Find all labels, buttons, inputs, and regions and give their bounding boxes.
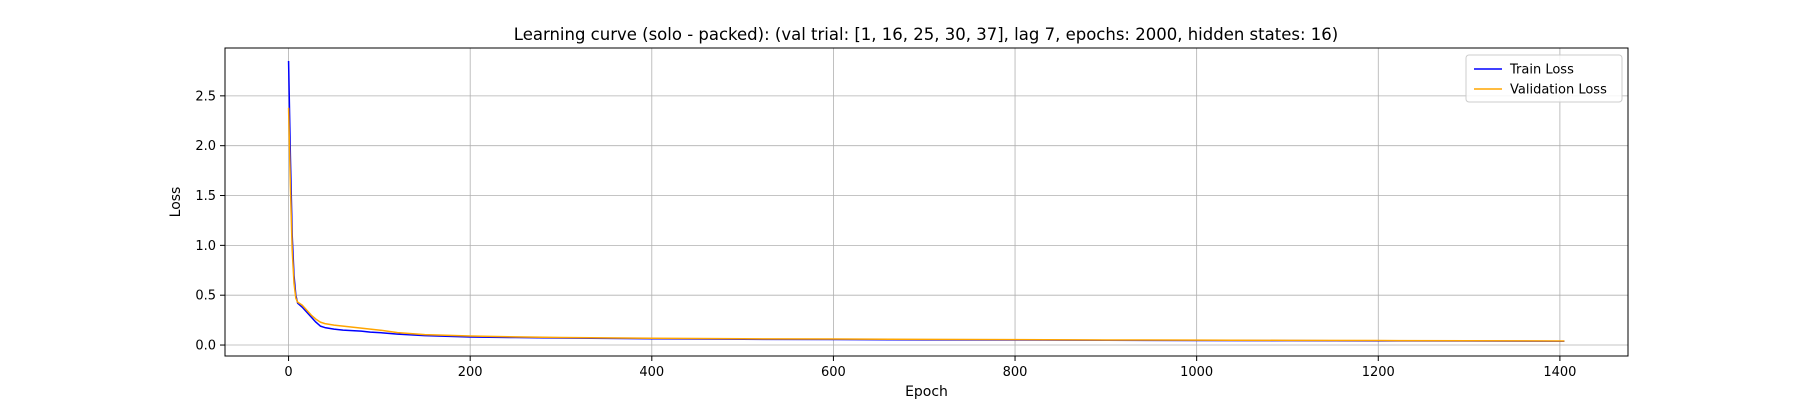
- series-line-1: [287, 107, 1565, 342]
- grid-lines: [225, 48, 1628, 356]
- x-tick-label: 800: [1003, 365, 1028, 380]
- x-tick-label: 0: [284, 365, 292, 380]
- x-tick-label: 600: [821, 365, 846, 380]
- series-lines: [287, 60, 1565, 342]
- x-tick-label: 200: [458, 365, 483, 380]
- y-tick-label: 1.0: [195, 239, 216, 254]
- legend-box: [1465, 54, 1623, 103]
- chart-title: Learning curve (solo - packed): (val tri…: [514, 25, 1338, 44]
- x-axis-label: Epoch: [905, 384, 948, 400]
- y-tick-label: 1.5: [195, 189, 216, 204]
- plot-area-frame: [224, 47, 1629, 357]
- y-tick-label: 2.0: [195, 139, 216, 154]
- x-tick-label: 1000: [1180, 365, 1213, 380]
- series-line-0: [287, 60, 1565, 342]
- x-tick-label: 1400: [1543, 365, 1576, 380]
- y-axis-label: Loss: [168, 187, 184, 218]
- legend-label-0: Train Loss: [1509, 63, 1574, 78]
- y-tick-label: 0.0: [195, 339, 216, 354]
- y-tick-label: 0.5: [195, 289, 216, 304]
- y-axis-ticks: 0.0 0.5 1.0 1.5 2.0 2.5: [195, 89, 225, 354]
- x-tick-label: 400: [639, 365, 664, 380]
- y-tick-label: 2.5: [195, 89, 216, 104]
- x-axis-ticks: 0 200 400 600 800 1000 1200 1400: [284, 356, 1576, 380]
- legend-label-1: Validation Loss: [1510, 83, 1607, 98]
- x-tick-label: 1200: [1362, 365, 1395, 380]
- legend: Train Loss Validation Loss: [1465, 54, 1623, 103]
